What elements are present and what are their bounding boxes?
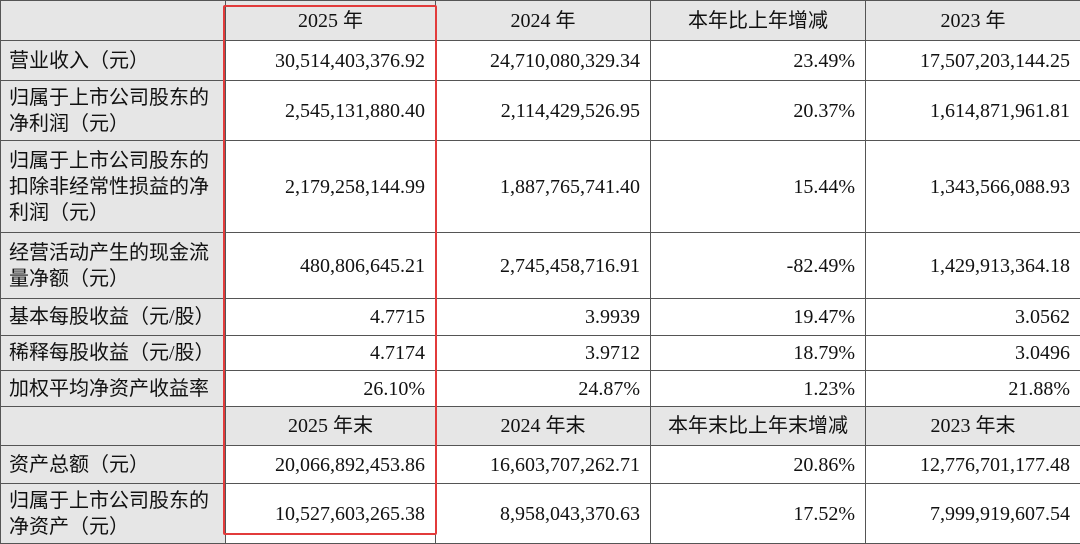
cell: 15.44% [651, 141, 866, 233]
cell: 3.0496 [866, 336, 1080, 371]
cell: 1,343,566,088.93 [866, 141, 1080, 233]
cell: 4.7715 [226, 299, 436, 336]
cell: 17,507,203,144.25 [866, 41, 1080, 81]
row-label: 基本每股收益（元/股） [1, 299, 226, 336]
cell: 2,179,258,144.99 [226, 141, 436, 233]
cell: 3.9712 [436, 336, 651, 371]
row-label: 经营活动产生的现金流量净额（元） [1, 233, 226, 299]
row-label [1, 407, 226, 446]
cell: 480,806,645.21 [226, 233, 436, 299]
row-label: 归属于上市公司股东的净资产（元） [1, 484, 226, 544]
cell: 20.86% [651, 446, 866, 484]
cell: 2023 年末 [866, 407, 1080, 446]
cell: 19.47% [651, 299, 866, 336]
row-label: 营业收入（元） [1, 41, 226, 81]
cell: 2025 年末 [226, 407, 436, 446]
cell: 20,066,892,453.86 [226, 446, 436, 484]
cell: 24.87% [436, 371, 651, 407]
cell: 本年比上年增减 [651, 1, 866, 41]
cell: 12,776,701,177.48 [866, 446, 1080, 484]
cell: 8,958,043,370.63 [436, 484, 651, 544]
cell: 2024 年末 [436, 407, 651, 446]
row-label: 加权平均净资产收益率 [1, 371, 226, 407]
cell: 2025 年 [226, 1, 436, 41]
cell: 30,514,403,376.92 [226, 41, 436, 81]
row-label: 稀释每股收益（元/股） [1, 336, 226, 371]
cell: 2024 年 [436, 1, 651, 41]
row-label: 归属于上市公司股东的净利润（元） [1, 81, 226, 141]
row-label: 归属于上市公司股东的扣除非经常性损益的净利润（元） [1, 141, 226, 233]
cell: 26.10% [226, 371, 436, 407]
cell: 2,545,131,880.40 [226, 81, 436, 141]
table-row: 归属于上市公司股东的扣除非经常性损益的净利润（元）2,179,258,144.9… [1, 141, 1080, 233]
cell: 21.88% [866, 371, 1080, 407]
cell: 23.49% [651, 41, 866, 81]
cell: 24,710,080,329.34 [436, 41, 651, 81]
cell: 本年末比上年末增减 [651, 407, 866, 446]
cell: 2,114,429,526.95 [436, 81, 651, 141]
cell: 1,887,765,741.40 [436, 141, 651, 233]
cell: 10,527,603,265.38 [226, 484, 436, 544]
cell: 3.9939 [436, 299, 651, 336]
cell: -82.49% [651, 233, 866, 299]
cell: 1,614,871,961.81 [866, 81, 1080, 141]
cell: 18.79% [651, 336, 866, 371]
cell: 4.7174 [226, 336, 436, 371]
cell: 1.23% [651, 371, 866, 407]
row-label: 资产总额（元） [1, 446, 226, 484]
cell: 17.52% [651, 484, 866, 544]
cell: 20.37% [651, 81, 866, 141]
cell: 7,999,919,607.54 [866, 484, 1080, 544]
cell: 3.0562 [866, 299, 1080, 336]
row-label [1, 1, 226, 41]
cell: 2,745,458,716.91 [436, 233, 651, 299]
cell: 16,603,707,262.71 [436, 446, 651, 484]
cell: 2023 年 [866, 1, 1080, 41]
cell: 1,429,913,364.18 [866, 233, 1080, 299]
